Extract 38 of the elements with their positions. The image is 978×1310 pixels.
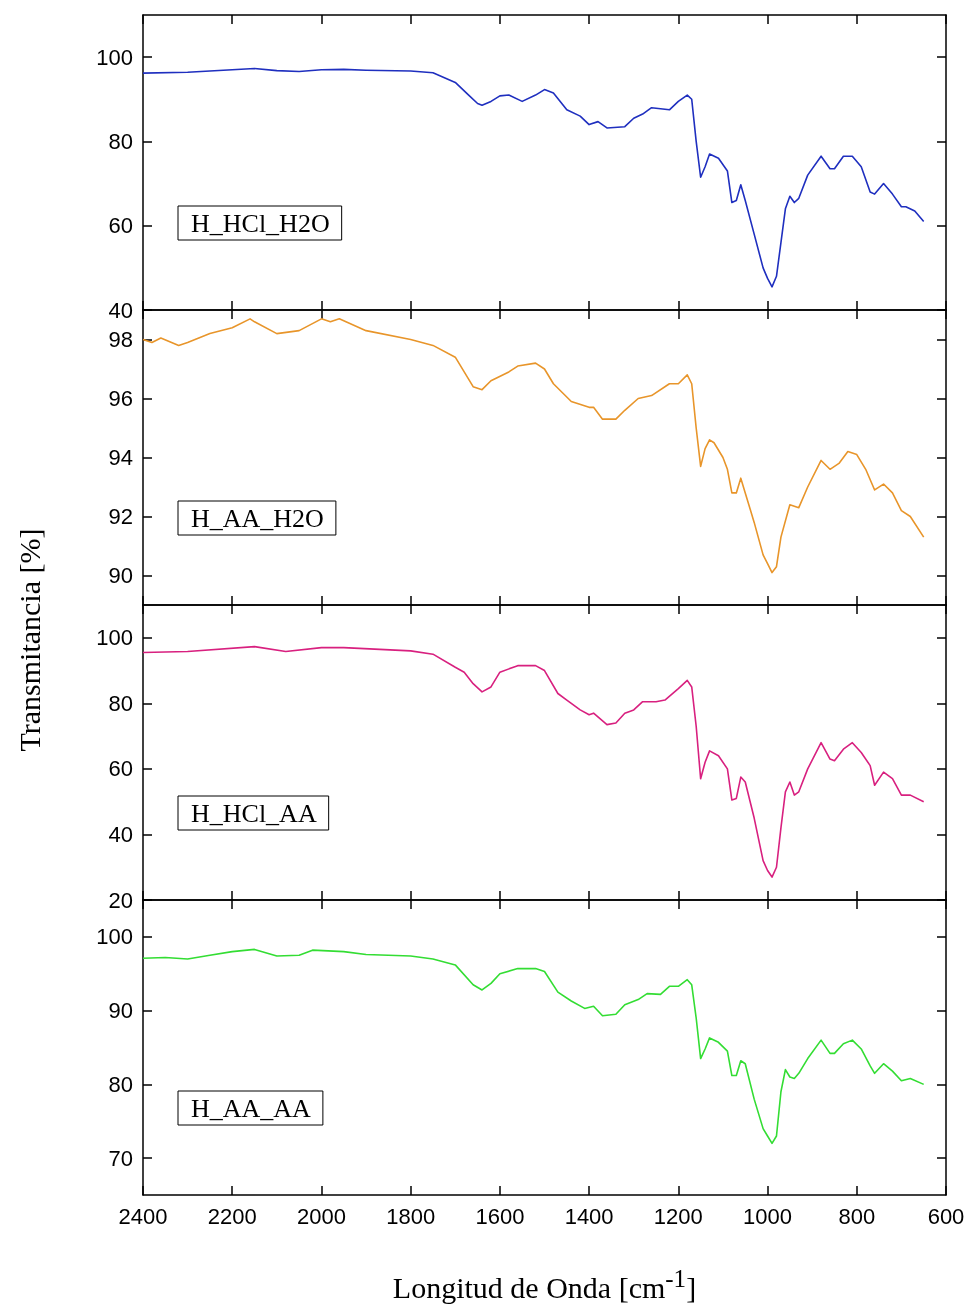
y-tick-label: 60 bbox=[108, 213, 133, 239]
y-tick-label: 94 bbox=[108, 445, 133, 470]
text: H_HCl_H2O bbox=[191, 208, 330, 238]
line-series bbox=[142, 948, 925, 1145]
y-tick-label: 20 bbox=[108, 887, 133, 913]
x-axis-title: Longitud de Onda [cm$^{-1}$] bbox=[391, 1265, 698, 1305]
y-tick-label: 80 bbox=[108, 690, 133, 716]
y-tick-label: 96 bbox=[108, 386, 133, 411]
x-tick-label: 1400 bbox=[564, 1203, 614, 1229]
y-tick-label: 92 bbox=[108, 504, 133, 529]
x-tick-label: 800 bbox=[838, 1203, 876, 1229]
x-tick-label: 1800 bbox=[386, 1203, 436, 1229]
text: H_HCl_AA bbox=[191, 798, 317, 828]
y-tick-label: 100 bbox=[96, 44, 133, 70]
y-tick-label: 40 bbox=[108, 821, 133, 847]
x-tick-label: 1000 bbox=[743, 1203, 793, 1229]
y-tick-label: 40 bbox=[108, 297, 133, 323]
text: H_AA_H2O bbox=[191, 503, 324, 533]
line-series bbox=[142, 67, 925, 288]
y-tick-label: 90 bbox=[108, 998, 133, 1024]
y-axis-title: Transmitancia [%] bbox=[12, 527, 47, 754]
y-tick-label: 100 bbox=[96, 924, 133, 950]
y-tick-label: 98 bbox=[108, 327, 133, 352]
x-tick-label: 2200 bbox=[207, 1203, 257, 1229]
x-tick-label: 2400 bbox=[118, 1203, 168, 1229]
line-series bbox=[142, 318, 925, 574]
y-tick-label: 80 bbox=[108, 1071, 133, 1097]
y-tick-label: 90 bbox=[108, 563, 133, 588]
y-tick-label: 80 bbox=[108, 128, 133, 154]
line-series bbox=[142, 645, 925, 878]
x-tick-label: 600 bbox=[927, 1203, 965, 1229]
y-tick-label: 60 bbox=[108, 756, 133, 782]
x-tick-label: 1600 bbox=[475, 1203, 525, 1229]
y-tick-label: 70 bbox=[108, 1145, 133, 1171]
y-tick-label: 100 bbox=[96, 625, 133, 651]
text: H_AA_AA bbox=[191, 1093, 312, 1123]
x-tick-label: 1200 bbox=[653, 1203, 703, 1229]
x-tick-label: 2000 bbox=[296, 1203, 346, 1229]
